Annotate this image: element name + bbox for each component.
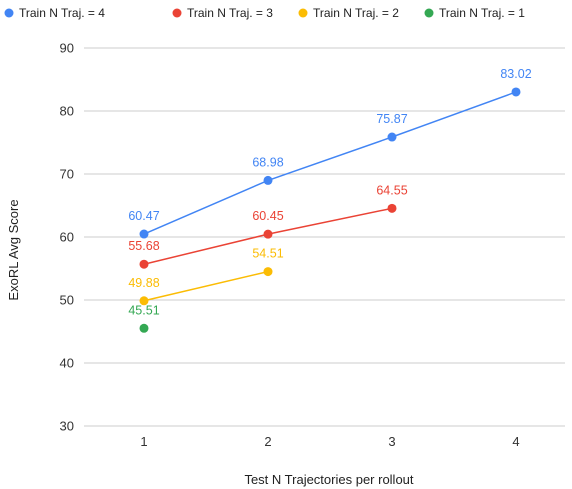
legend-item: Train N Traj. = 3 (172, 6, 273, 20)
series-group: 60.47 68.98 75.87 83.02 (128, 67, 532, 239)
data-point (139, 229, 149, 239)
data-label: 55.68 (128, 239, 159, 253)
x-axis-label: Test N Trajectories per rollout (244, 472, 413, 487)
x-tick-label: 1 (140, 434, 147, 449)
y-tick-label: 40 (60, 356, 74, 371)
legend-marker (298, 8, 308, 18)
data-label: 75.87 (376, 112, 407, 126)
legend-item: Train N Traj. = 4 (4, 6, 105, 20)
data-point (263, 229, 273, 239)
data-label: 68.98 (252, 155, 283, 169)
legend-item: Train N Traj. = 2 (298, 6, 399, 20)
data-point (139, 323, 149, 333)
x-tick-label: 3 (388, 434, 395, 449)
y-tick-label: 80 (60, 104, 74, 119)
legend-item: Train N Traj. = 1 (424, 6, 525, 20)
data-point (387, 203, 397, 213)
data-point (139, 259, 149, 269)
y-tick-label: 60 (60, 230, 74, 245)
legend-label: Train N Traj. = 4 (19, 6, 105, 20)
series-group: 55.68 60.45 64.55 (128, 183, 408, 269)
gridlines (84, 47, 565, 427)
series-group: 45.51 (128, 303, 160, 333)
y-axis-ticks: 30 40 50 60 70 80 90 (60, 41, 74, 434)
data-label: 45.51 (128, 303, 159, 317)
data-label: 64.55 (376, 183, 407, 197)
legend-marker (172, 8, 182, 18)
data-label: 60.45 (252, 209, 283, 223)
y-tick-label: 30 (60, 419, 74, 434)
series-group: 49.88 54.51 (128, 247, 284, 306)
data-point (387, 132, 397, 142)
legend-label: Train N Traj. = 2 (313, 6, 399, 20)
x-tick-label: 2 (264, 434, 271, 449)
legend-marker (4, 8, 14, 18)
data-point (263, 175, 273, 185)
series-line (143, 91, 517, 235)
y-tick-label: 50 (60, 293, 74, 308)
data-point (511, 87, 521, 97)
data-point (139, 296, 149, 306)
y-tick-label: 90 (60, 41, 74, 56)
legend: Train N Traj. = 4 Train N Traj. = 3 Train … (4, 6, 525, 20)
data-label: 60.47 (128, 209, 159, 223)
y-axis-label: ExoRL Avg Score (6, 199, 21, 300)
series-layer: 60.47 68.98 75.87 83.02 55.68 60.45 64.55 49.88… (128, 67, 532, 333)
x-tick-label: 4 (512, 434, 519, 449)
data-label: 54.51 (252, 247, 283, 261)
series-line (143, 270, 269, 302)
y-tick-label: 70 (60, 167, 74, 182)
legend-label: Train N Traj. = 3 (187, 6, 273, 20)
data-point (263, 267, 273, 277)
data-label: 49.88 (128, 276, 159, 290)
legend-marker (424, 8, 434, 18)
data-label: 83.02 (500, 67, 531, 81)
legend-label: Train N Traj. = 1 (439, 6, 525, 20)
x-axis-ticks: 1 2 3 4 (140, 434, 519, 449)
